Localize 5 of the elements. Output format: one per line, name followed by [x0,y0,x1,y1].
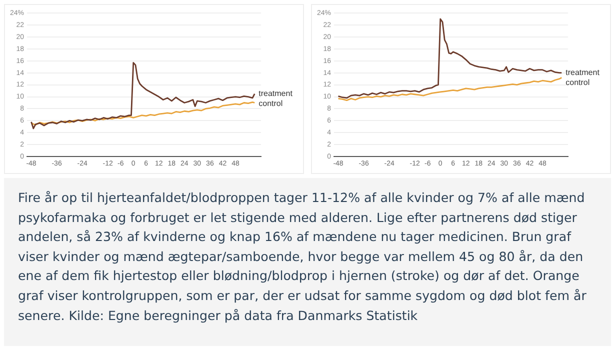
series-label: treatment [566,68,600,78]
series-label: treatment [258,88,294,98]
series-label: control [566,78,590,88]
series-label: control [258,98,283,108]
text: Fire år op til hjerteanfaldet/blodproppen tager 11-12% af alle kvinder og 7% af alle mænd psykofarmaka og forbruget er let stigende med alderen. Lige efter partnerens død stiger andelen, så 23% af kvinderne og knap 16% af mændene nu tager medicinen. Brun graf viser kvinder og mænd ægtepar/samboende, hvor begge var mellem 45 og 80 år, da den ene af dem fik hjertestop eller blødning/blodprop i hjernen (stroke) og dør af det. Orange graf viser kontrolgruppen, som er par, der er udsat for samme sygdom og død blot fem år senere. Kilde: Egne beregninger på data fra Danmarks Statistik [18,189,588,325]
